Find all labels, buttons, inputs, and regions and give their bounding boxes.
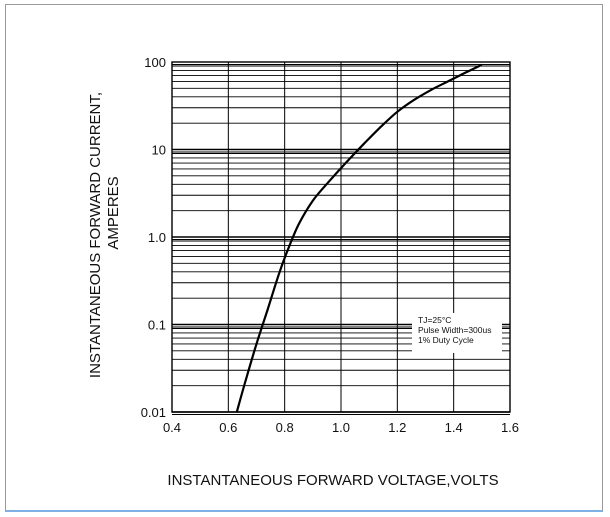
y-tick-label: 10 [152,143,166,158]
y-axis-label: INSTANTANEOUS FORWARD CURRENT, AMPERES [87,92,122,378]
y-tick-label: 0.01 [141,405,166,420]
x-tick-label: 0.6 [219,420,237,435]
y-tick-label: 1.0 [148,230,166,245]
annotation-line: Pulse Width=300us [418,325,491,335]
annotation-line: TJ=25°C [418,315,451,325]
series-line [235,63,483,413]
annotation-line: 1% Duty Cycle [418,335,474,345]
x-tick-label: 1.4 [445,420,463,435]
y-tick-label: 0.1 [148,318,166,333]
x-tick-label: 1.6 [501,420,519,435]
x-tick-label: 1.0 [332,420,350,435]
x-tick-label: 1.2 [388,420,406,435]
grid [171,62,511,415]
x-tick-label: 0.4 [163,420,181,435]
x-tick-labels: 0.4 0.6 0.8 1.0 1.2 1.4 1.6 [163,420,519,435]
y-tick-labels: 0.01 0.1 1.0 10 100 [141,55,166,420]
x-axis-label: INSTANTANEOUS FORWARD VOLTAGE,VOLTS [167,472,498,489]
y-axis-label-line-2: AMPERES [105,176,122,249]
y-tick-label: 100 [144,55,166,70]
plot-border [171,61,511,413]
x-tick-label: 0.8 [276,420,294,435]
annotation-background [412,313,502,353]
y-axis-label-line-1: INSTANTANEOUS FORWARD CURRENT, [87,92,104,378]
